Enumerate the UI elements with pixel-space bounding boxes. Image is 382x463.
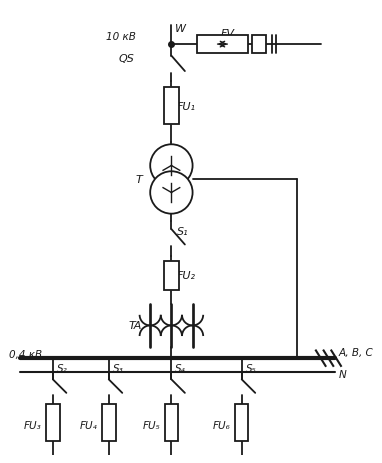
Text: QS: QS <box>118 53 134 63</box>
Text: S₄: S₄ <box>175 363 186 373</box>
Bar <box>253 36 266 54</box>
Text: 0,4 кВ: 0,4 кВ <box>8 350 42 360</box>
Text: S₃: S₃ <box>113 363 123 373</box>
Text: S₁: S₁ <box>177 226 189 237</box>
Text: T: T <box>136 175 142 185</box>
Text: S₂: S₂ <box>57 363 68 373</box>
Bar <box>46 405 60 441</box>
Text: FU₃: FU₃ <box>24 420 42 430</box>
Bar <box>197 36 248 54</box>
Text: FU₁: FU₁ <box>177 101 196 112</box>
Text: FV: FV <box>220 28 234 38</box>
Text: FU₂: FU₂ <box>177 271 196 281</box>
Text: S₅: S₅ <box>246 363 256 373</box>
Text: 10 кВ: 10 кВ <box>106 32 136 42</box>
Text: FU₆: FU₆ <box>213 420 231 430</box>
Bar <box>165 405 178 441</box>
Bar <box>102 405 115 441</box>
Bar <box>163 88 179 125</box>
Bar <box>163 261 179 290</box>
Circle shape <box>150 145 193 187</box>
Circle shape <box>150 172 193 214</box>
Text: A, B, C: A, B, C <box>339 348 374 357</box>
Text: TA: TA <box>129 321 142 331</box>
Text: W: W <box>175 24 186 34</box>
Text: FU₄: FU₄ <box>80 420 98 430</box>
Text: FU₅: FU₅ <box>142 420 160 430</box>
Text: N: N <box>339 369 347 379</box>
Bar <box>235 405 248 441</box>
